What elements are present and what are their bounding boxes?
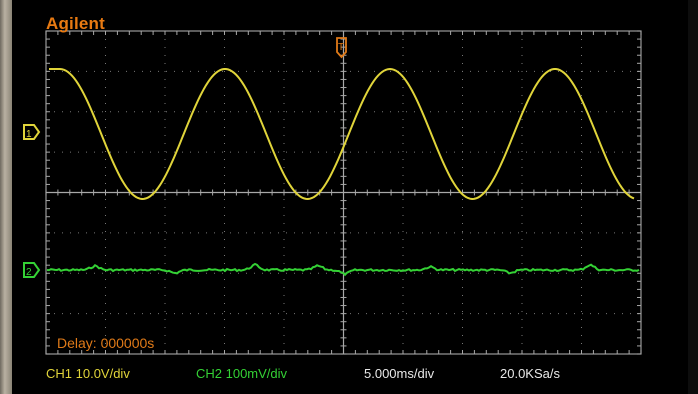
ch2-waveform: [46, 262, 640, 277]
graticule-grid: [45, 30, 642, 355]
ch1-marker-icon[interactable]: 1: [23, 124, 41, 140]
right-bezel: [688, 0, 698, 394]
timebase-label[interactable]: 5.000ms/div: [364, 366, 435, 381]
trigger-marker-icon[interactable]: T: [336, 37, 347, 59]
ch2-marker-icon[interactable]: 2: [23, 262, 41, 278]
trigger-label: T: [338, 42, 344, 53]
svg-text:2: 2: [26, 267, 32, 278]
ch1-scale-label[interactable]: CH1 10.0V/div: [46, 366, 130, 381]
delay-readout: Delay: 000000s: [57, 335, 155, 351]
sample-rate-label: 20.0KSa/s: [500, 366, 560, 381]
svg-text:1: 1: [26, 129, 32, 140]
ch2-scale-label[interactable]: CH2 100mV/div: [196, 366, 288, 381]
ch1-waveform: [49, 67, 635, 201]
brand-logo: Agilent: [46, 14, 106, 33]
left-bezel: [0, 0, 12, 394]
